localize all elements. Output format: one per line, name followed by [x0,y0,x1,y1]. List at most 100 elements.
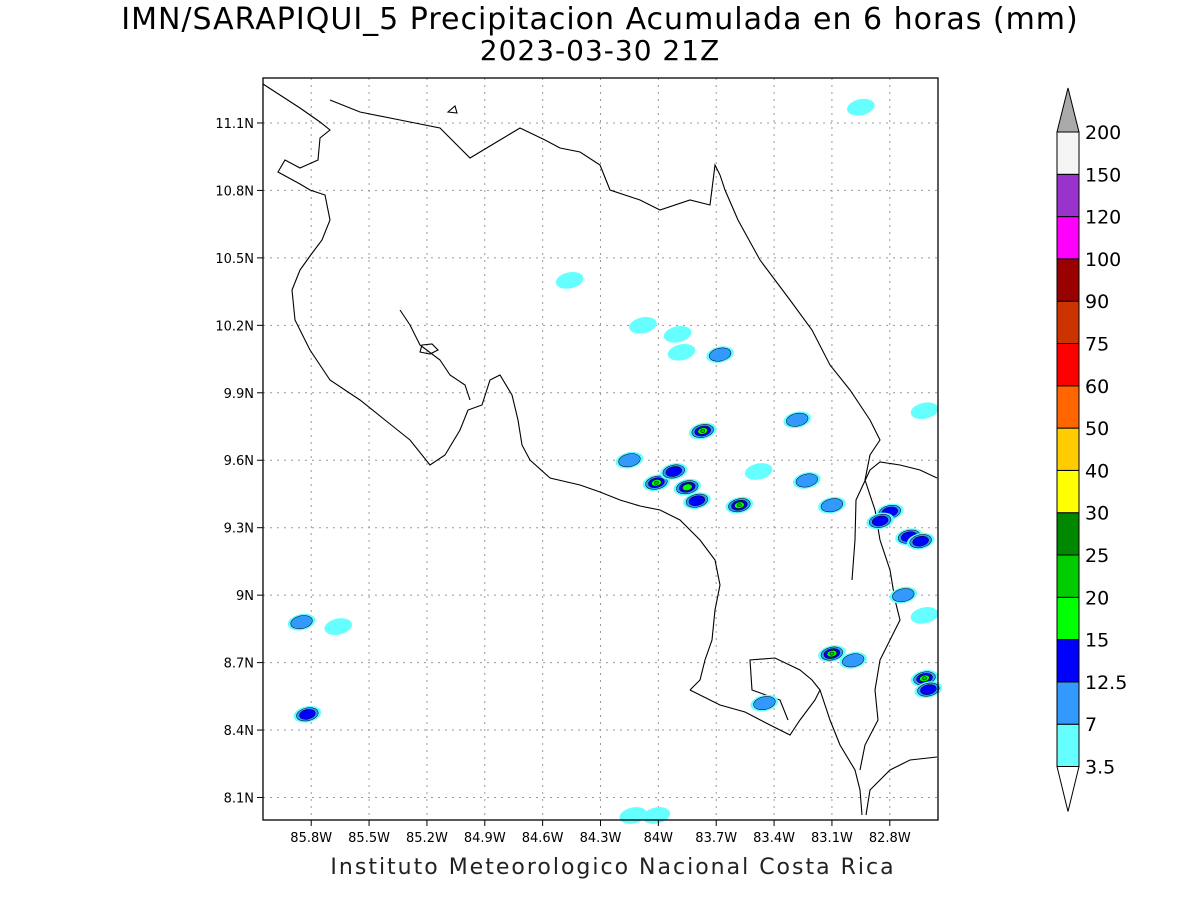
precip-contour [912,535,929,547]
lon-tick-label: 84W [644,831,674,846]
precip-cell [910,607,939,624]
colorbar-label: 40 [1085,460,1109,482]
precip-contour [737,503,742,508]
precip-cell [839,652,867,669]
precip-contour [847,98,875,116]
colorbar-swatch [1056,343,1080,387]
precip-cell [287,613,316,631]
lat-tick-label: 10.2N [215,319,254,334]
precip-contour [910,402,939,420]
lon-tick-label: 83.7W [695,831,737,846]
precip-cell [910,402,939,420]
colorbar-swatch [1056,469,1080,514]
lat-tick-label: 8.4N [224,724,254,739]
precip-contour [682,483,693,491]
colorbar-label: 75 [1085,334,1109,356]
lon-tick-label: 85.2W [406,831,448,846]
precip-cell [642,474,671,492]
graticule [263,78,938,820]
colorbar-label: 200 [1085,122,1121,144]
precip-contour [667,343,696,361]
lat-tick-label: 10.8N [215,184,254,199]
precip-contour [795,473,818,488]
island-chira [419,343,439,355]
precip-contour [700,429,705,433]
precip-cell [619,807,648,824]
colorbar-swatch [1056,385,1080,429]
colorbar-swatch [1056,723,1080,768]
precip-contour [744,463,773,480]
colorbar-label: 120 [1085,207,1121,229]
longitude-labels: 85.8W 85.5W 85.2W 84.9W 84.6W 84.3W 84W 83.7W 83… [290,820,911,846]
colorbar: 3.5 7 12.5 15 20 25 30 40 50 60 75 90 100 120 150 200 [1056,87,1127,812]
map-footer-credit: Instituto Meteorologico Nacional Costa R… [330,855,896,880]
precip-contour [324,618,353,635]
precip-contour [618,453,641,468]
precip-contour [629,316,657,334]
colorbar-label: 7 [1085,714,1097,736]
precip-contour [922,676,927,681]
lat-tick-label: 8.7N [224,657,254,672]
precip-cell [818,645,846,662]
colorbar-swatch [1056,596,1080,641]
colorbar-swatch [1056,512,1080,556]
lat-tick-label: 10.5N [215,252,254,267]
precipitation-cells [287,98,943,824]
precip-contour [786,412,809,427]
border-panama [851,461,938,581]
coastline-north [329,99,721,211]
precip-cell [818,496,846,514]
colorbar-label: 60 [1085,376,1109,398]
colorbar-swatch [1056,427,1080,471]
precip-cell [667,343,696,361]
lat-tick-label: 9.9N [224,387,254,402]
map-title: IMN/SARAPIQUI_5 Precipitacion Acumulada … [121,2,1079,37]
precip-cell [555,272,584,289]
lon-tick-label: 84.6W [522,831,564,846]
precip-cell [793,472,821,489]
precip-cell [673,478,702,496]
lon-tick-label: 84.3W [580,831,622,846]
precip-contour [290,615,313,630]
precip-cell [725,496,754,514]
precip-cell [324,618,353,635]
colorbar-swatch [1056,639,1080,683]
colorbar-label: 100 [1085,249,1121,271]
precip-contour [872,515,889,527]
lon-tick-label: 85.8W [290,831,332,846]
map-subtitle-date: 2023-03-30 21Z [479,34,721,67]
precip-cell [783,411,812,429]
precip-cell [750,694,779,712]
lat-tick-label: 9N [236,589,254,604]
precip-contour [829,651,835,656]
coastline-nicaragua-lake [262,83,721,691]
colorbar-label: 50 [1085,418,1109,440]
precip-cell [866,512,894,530]
precip-cell [889,586,918,604]
precip-cell [744,463,773,480]
colorbar-label: 12.5 [1085,672,1127,694]
lon-tick-label: 85.5W [348,831,390,846]
precip-cell [847,98,875,116]
colorbar-label: 25 [1085,545,1109,567]
coastline-nicoya-gulf [399,309,471,401]
coastline-caribbean [719,174,896,601]
colorbar-label: 20 [1085,587,1109,609]
precip-cell [906,532,935,550]
precip-contour [555,272,584,289]
colorbar-min-arrow [1056,766,1080,812]
precip-contour [920,684,937,695]
precip-cell [293,705,322,723]
precip-contour [619,807,648,824]
colorbar-label: 90 [1085,291,1109,313]
colorbar-label: 3.5 [1085,757,1115,779]
coastline-burica [859,599,901,771]
precip-contour [708,347,732,362]
precip-contour [654,480,659,485]
precip-cell [706,346,734,363]
precip-cell [683,492,711,510]
colorbar-swatch [1056,131,1080,175]
precip-contour [910,607,939,624]
lat-tick-label: 9.6N [224,454,254,469]
